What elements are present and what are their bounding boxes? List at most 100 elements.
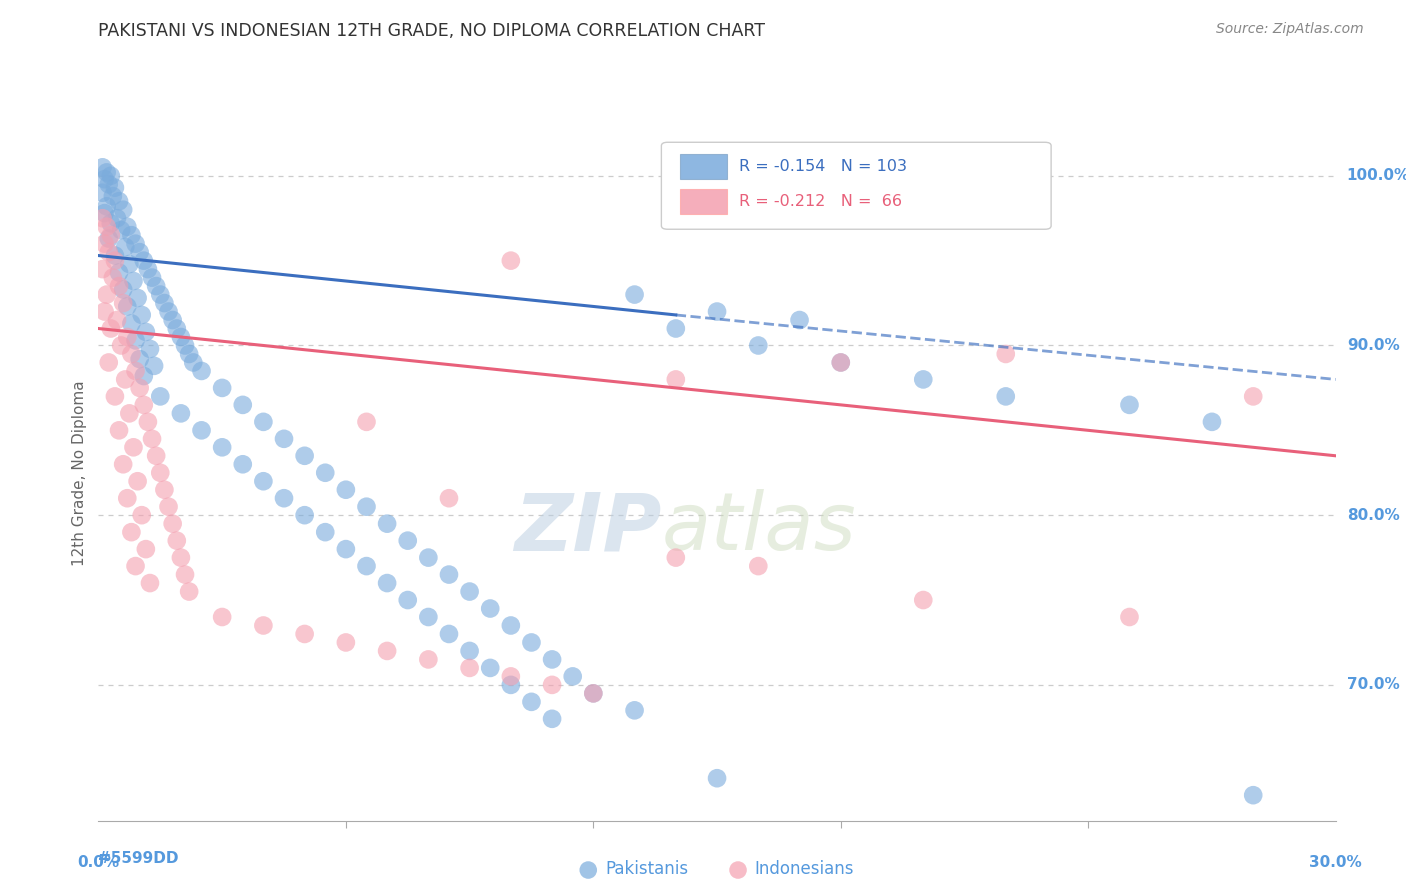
Point bbox=[830, 355, 852, 369]
Point bbox=[93, 206, 115, 220]
Point bbox=[120, 228, 142, 243]
Point bbox=[131, 508, 153, 523]
Point bbox=[623, 703, 645, 717]
Point bbox=[118, 257, 141, 271]
Point bbox=[91, 161, 114, 175]
Point bbox=[356, 500, 378, 514]
Point bbox=[252, 415, 274, 429]
Point bbox=[100, 228, 122, 243]
Point bbox=[122, 274, 145, 288]
Point bbox=[179, 584, 201, 599]
Point bbox=[114, 240, 136, 254]
Point bbox=[104, 248, 127, 262]
Point bbox=[105, 211, 128, 226]
Point bbox=[232, 398, 254, 412]
Point bbox=[418, 610, 440, 624]
Point bbox=[108, 423, 131, 437]
Point bbox=[112, 296, 135, 310]
Point bbox=[132, 253, 155, 268]
Point bbox=[314, 466, 336, 480]
Y-axis label: 12th Grade, No Diploma: 12th Grade, No Diploma bbox=[72, 380, 87, 566]
Point bbox=[1241, 788, 1264, 802]
Point bbox=[100, 169, 122, 183]
Point bbox=[170, 406, 193, 420]
Point bbox=[100, 216, 122, 230]
Point bbox=[294, 627, 316, 641]
Point bbox=[128, 352, 150, 367]
Point bbox=[91, 262, 114, 277]
Point bbox=[665, 372, 688, 386]
Point bbox=[520, 695, 543, 709]
Point bbox=[149, 287, 172, 301]
Point bbox=[162, 313, 184, 327]
Point bbox=[335, 483, 357, 497]
Point bbox=[91, 211, 114, 226]
Point bbox=[104, 180, 127, 194]
Text: atlas: atlas bbox=[661, 490, 856, 567]
Point bbox=[105, 313, 128, 327]
Point bbox=[120, 317, 142, 331]
Point bbox=[912, 372, 935, 386]
Point bbox=[139, 576, 162, 591]
Point bbox=[117, 300, 139, 314]
Point bbox=[418, 652, 440, 666]
Point bbox=[375, 644, 398, 658]
Point bbox=[335, 542, 357, 557]
Point bbox=[747, 559, 769, 574]
Point bbox=[294, 508, 316, 523]
Bar bbox=[681, 189, 727, 214]
Point bbox=[437, 491, 460, 506]
Text: PAKISTANI VS INDONESIAN 12TH GRADE, NO DIPLOMA CORRELATION CHART: PAKISTANI VS INDONESIAN 12TH GRADE, NO D… bbox=[98, 22, 765, 40]
Point bbox=[117, 219, 139, 234]
Point bbox=[912, 593, 935, 607]
Point bbox=[561, 669, 583, 683]
Point bbox=[108, 279, 131, 293]
Point bbox=[97, 355, 120, 369]
Point bbox=[145, 449, 167, 463]
Point bbox=[117, 330, 139, 344]
Point bbox=[1241, 389, 1264, 403]
Point bbox=[104, 253, 127, 268]
Point bbox=[93, 172, 115, 186]
Point bbox=[141, 270, 163, 285]
Point bbox=[120, 525, 142, 540]
Point bbox=[100, 321, 122, 335]
Point bbox=[190, 364, 212, 378]
Point bbox=[211, 610, 233, 624]
Point bbox=[499, 618, 522, 632]
Point bbox=[135, 542, 157, 557]
Point bbox=[181, 355, 204, 369]
Point bbox=[132, 398, 155, 412]
Point bbox=[1201, 415, 1223, 429]
Point bbox=[211, 440, 233, 454]
Point bbox=[157, 500, 180, 514]
Point bbox=[830, 355, 852, 369]
Text: R = -0.212   N =  66: R = -0.212 N = 66 bbox=[740, 194, 903, 209]
Point bbox=[157, 304, 180, 318]
Point bbox=[335, 635, 357, 649]
Point bbox=[418, 550, 440, 565]
Point bbox=[458, 584, 481, 599]
Point bbox=[375, 516, 398, 531]
Point bbox=[110, 338, 132, 352]
Point bbox=[153, 296, 176, 310]
Point bbox=[124, 559, 146, 574]
Point bbox=[96, 165, 118, 179]
Point bbox=[541, 678, 564, 692]
Point bbox=[153, 483, 176, 497]
Point bbox=[101, 270, 124, 285]
Point bbox=[145, 279, 167, 293]
Point bbox=[582, 686, 605, 700]
Text: R = -0.154   N = 103: R = -0.154 N = 103 bbox=[740, 159, 907, 174]
Point bbox=[108, 194, 131, 209]
Point bbox=[124, 236, 146, 251]
Point bbox=[174, 338, 197, 352]
Point bbox=[97, 245, 120, 260]
Text: 100.0%: 100.0% bbox=[1347, 169, 1406, 183]
Point bbox=[122, 440, 145, 454]
Point bbox=[520, 635, 543, 649]
Point bbox=[170, 330, 193, 344]
Point bbox=[273, 491, 295, 506]
Point bbox=[706, 304, 728, 318]
Point bbox=[1118, 398, 1140, 412]
